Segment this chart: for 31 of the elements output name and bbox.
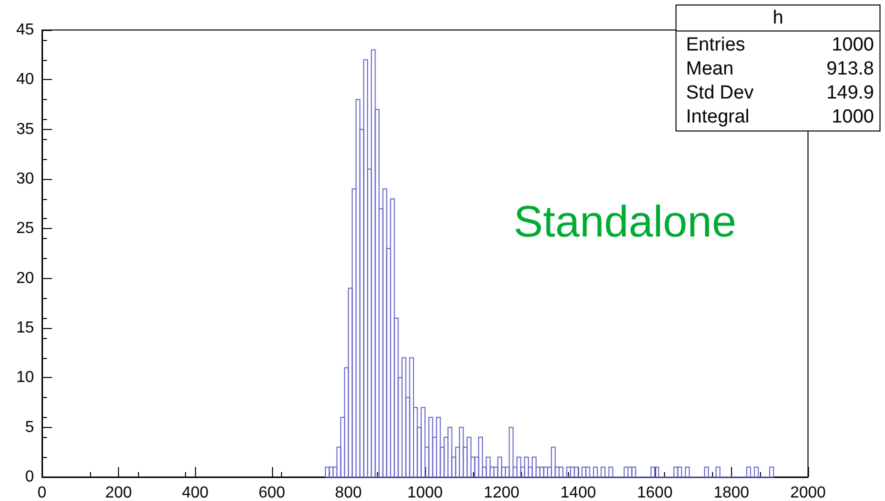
annotation: Integral xyxy=(686,106,750,128)
x-tick-label: 400 xyxy=(182,484,209,501)
text: 149.9 xyxy=(826,82,874,104)
y-tick-label: 25 xyxy=(16,220,34,238)
y-tick-label: 5 xyxy=(25,418,34,436)
x-tick-label: 600 xyxy=(258,484,286,501)
text: h xyxy=(772,8,784,28)
y-tick-label: 35 xyxy=(16,120,34,138)
x-tick-label: 800 xyxy=(335,484,362,501)
x-tick-label: 1000 xyxy=(407,484,443,501)
x-tick-label: 200 xyxy=(105,484,132,501)
y-tick-label: 0 xyxy=(25,468,34,486)
text: 913.8 xyxy=(826,58,874,80)
annotation: Standalone xyxy=(514,198,736,246)
annotation: Entries xyxy=(686,34,746,56)
text: 1000 xyxy=(832,106,874,128)
text: 1000 xyxy=(832,34,874,56)
x-tick-label: 2000 xyxy=(790,484,826,501)
x-tick-label: 1400 xyxy=(560,484,596,501)
x-tick-label: 1800 xyxy=(714,484,750,501)
y-tick-label: 20 xyxy=(16,270,34,287)
y-tick-label: 10 xyxy=(16,369,34,386)
annotation: Mean xyxy=(686,58,734,80)
y-tick-label: 15 xyxy=(16,320,34,336)
y-tick-label: 40 xyxy=(16,71,34,88)
annotation: Std Dev xyxy=(686,82,754,104)
x-tick-label: 1600 xyxy=(637,484,673,501)
y-tick-label: 45 xyxy=(16,22,34,38)
y-tick-label: 30 xyxy=(16,170,34,188)
x-tick-label: 0 xyxy=(38,484,47,501)
x-tick-label: 1200 xyxy=(484,484,520,501)
